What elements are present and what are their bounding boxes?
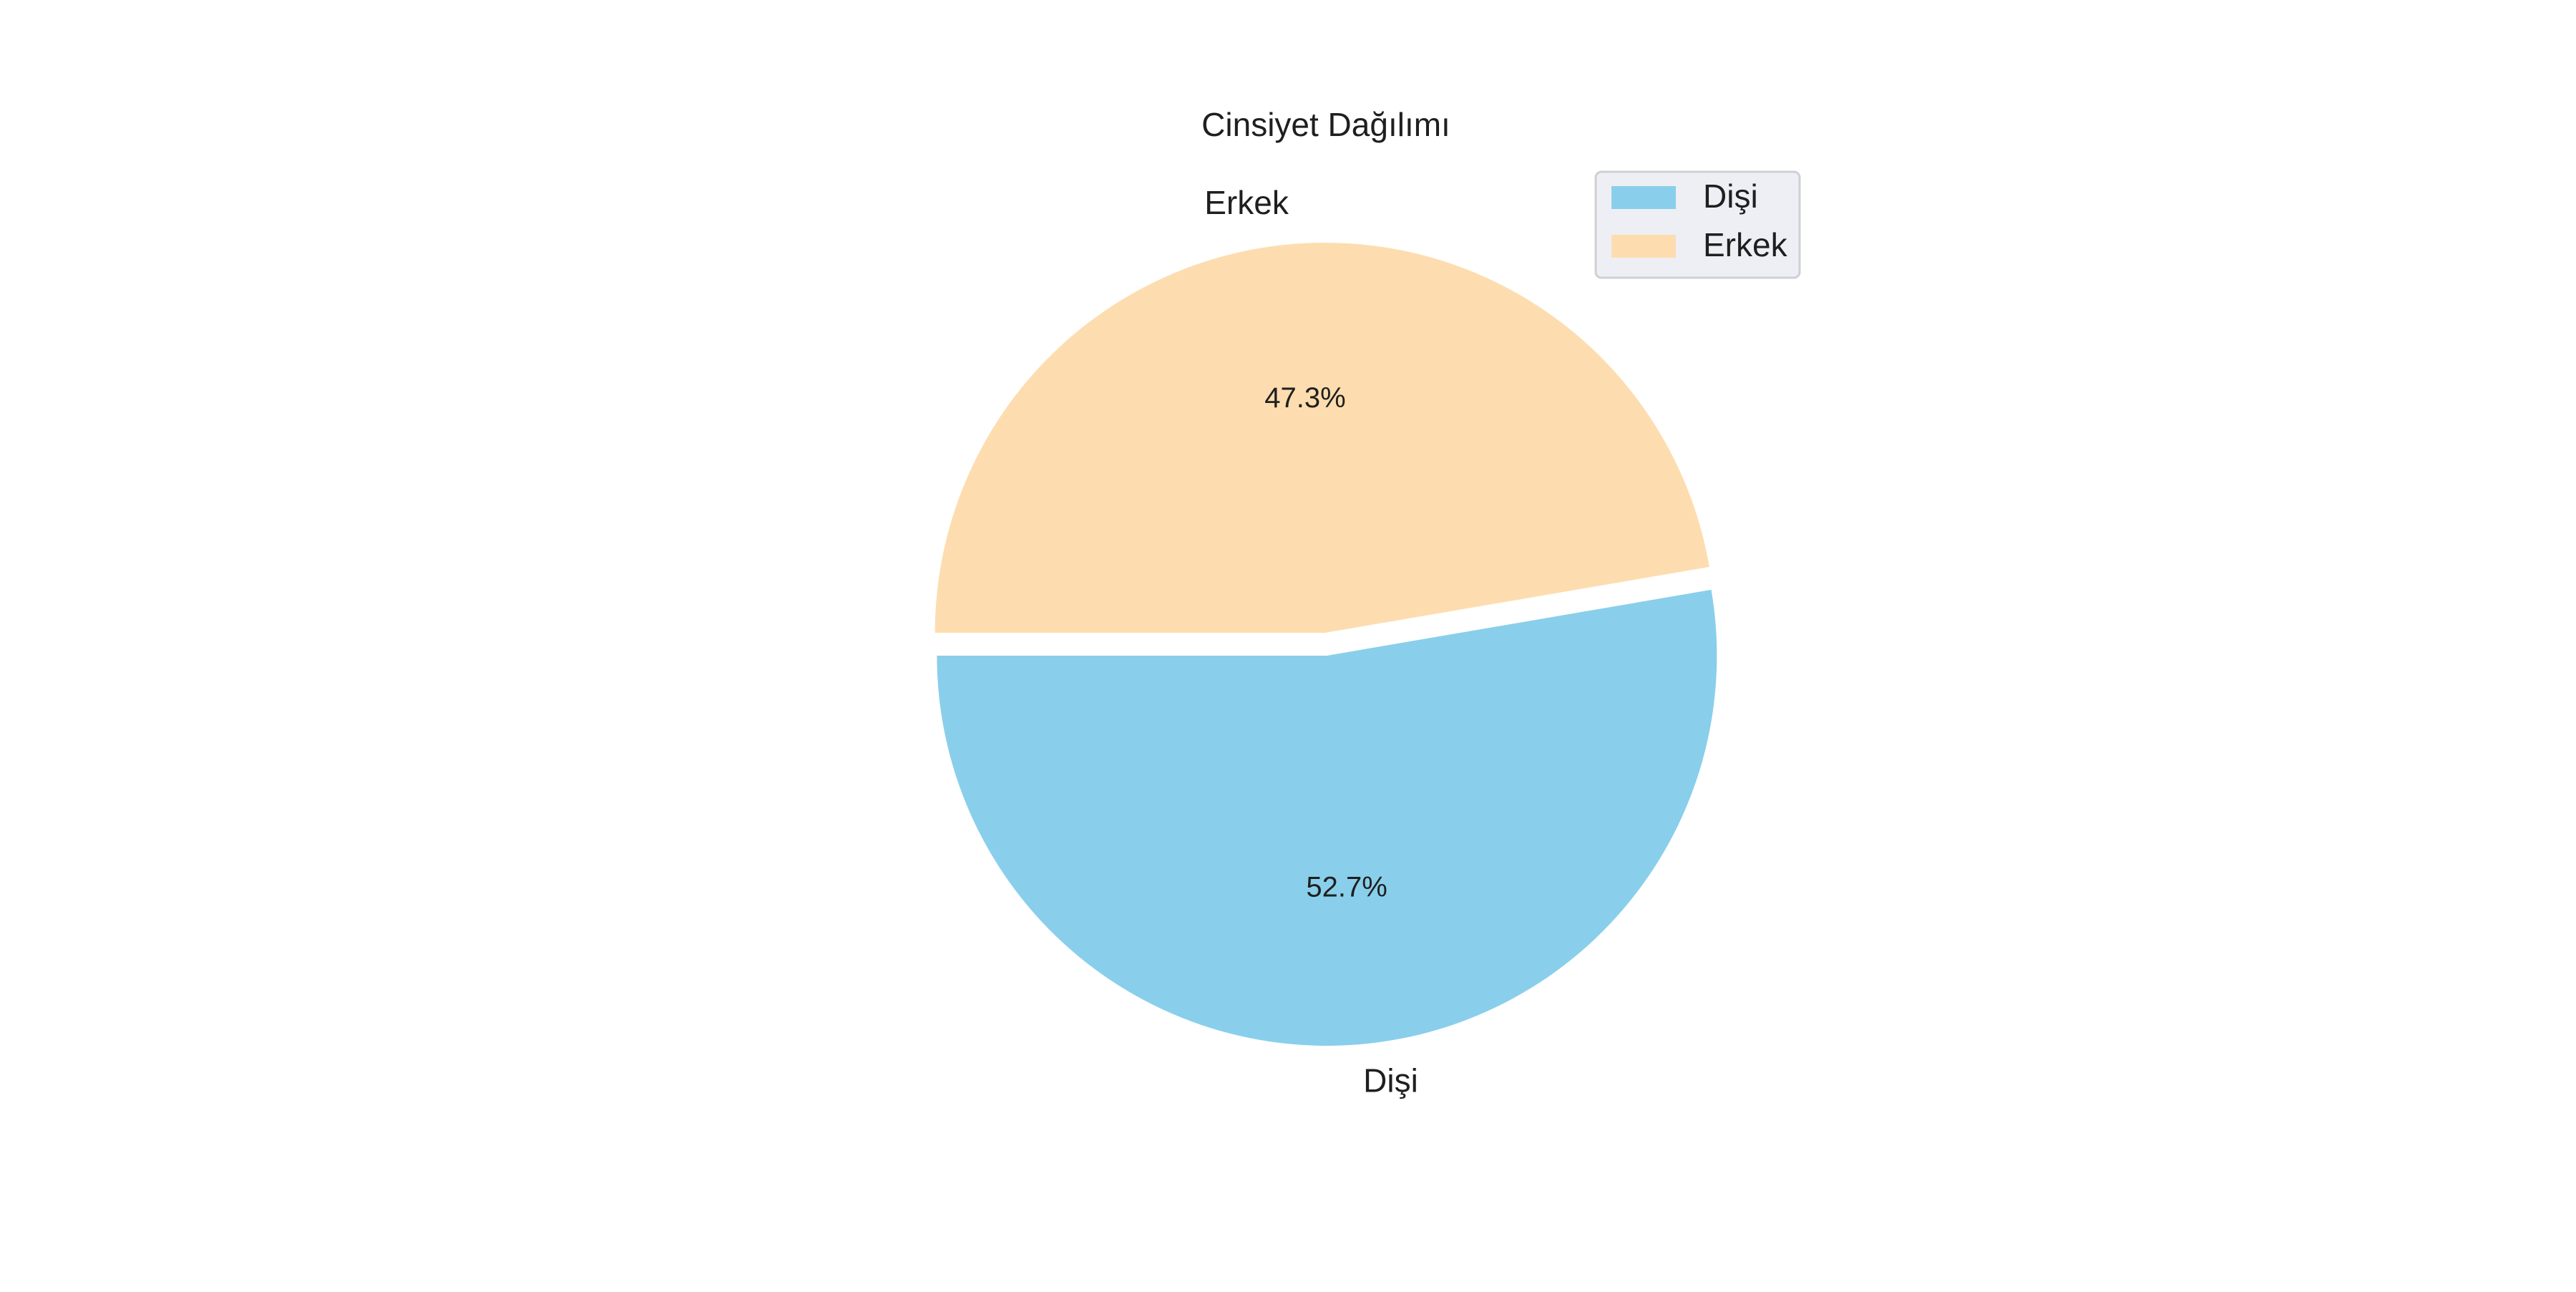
legend-label-0: Dişi xyxy=(1703,178,1758,215)
pie-slices xyxy=(935,243,1717,1046)
pie-percent-labels: 52.7% 47.3% xyxy=(1264,382,1387,903)
pie-percent-label-0: 52.7% xyxy=(1306,871,1387,903)
legend-label-1: Erkek xyxy=(1703,226,1788,263)
chart-title: Cinsiyet Dağılımı xyxy=(1201,106,1450,143)
pie-slice-1 xyxy=(935,243,1709,633)
pie-category-label-0: Dişi xyxy=(1363,1062,1418,1099)
legend-swatch-1 xyxy=(1611,235,1676,258)
legend-swatch-0 xyxy=(1611,186,1676,209)
pie-percent-label-1: 47.3% xyxy=(1264,382,1345,414)
pie-category-labels: Dişi Erkek xyxy=(1204,184,1418,1099)
pie-slice-0 xyxy=(937,589,1717,1046)
pie-category-label-1: Erkek xyxy=(1204,184,1289,221)
chart-legend: Dişi Erkek xyxy=(1594,170,1801,279)
